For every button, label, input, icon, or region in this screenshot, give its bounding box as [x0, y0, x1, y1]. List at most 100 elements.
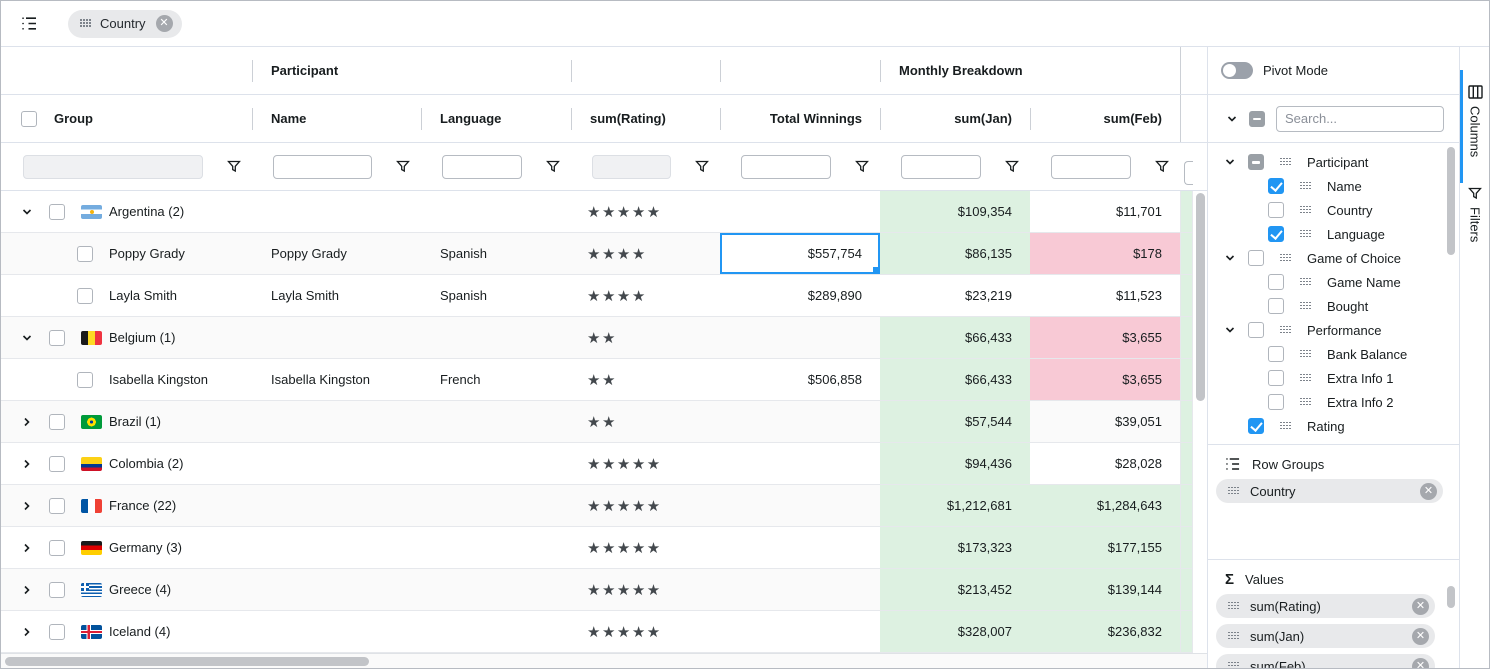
chevron-right-icon[interactable]: [21, 584, 33, 596]
sum-feb-cell[interactable]: $28,028: [1115, 456, 1162, 471]
sum-jan-cell[interactable]: $213,452: [880, 569, 1030, 610]
row-select-checkbox[interactable]: [49, 581, 65, 598]
column-header-group[interactable]: Group: [1, 95, 252, 142]
chevron-down-icon[interactable]: [1224, 252, 1236, 264]
row-select-checkbox[interactable]: [77, 245, 93, 262]
vertical-scrollbar[interactable]: [1192, 191, 1207, 653]
language-cell[interactable]: [421, 401, 571, 442]
row-select-checkbox[interactable]: [49, 203, 65, 220]
filter-funnel-icon[interactable]: [546, 160, 560, 173]
rating-cell[interactable]: ★★★★: [587, 245, 647, 263]
sum-jan-cell[interactable]: $1,212,681: [880, 485, 1030, 526]
horizontal-scrollbar[interactable]: [1, 653, 1207, 668]
chevron-down-icon[interactable]: [21, 206, 33, 218]
row-select-checkbox[interactable]: [49, 455, 65, 472]
header-select-all-checkbox[interactable]: [21, 110, 37, 127]
tree-checkbox-name[interactable]: [1268, 178, 1284, 194]
rating-cell[interactable]: ★★: [587, 371, 617, 389]
row-select-checkbox[interactable]: [49, 497, 65, 514]
tree-item-participant[interactable]: Participant: [1208, 150, 1459, 174]
tree-item-performance[interactable]: Performance: [1208, 318, 1459, 342]
column-group-header-monthly-breakdown[interactable]: Monthly Breakdown: [880, 47, 1180, 94]
value-chip-sum-feb-[interactable]: sum(Feb) ✕: [1216, 654, 1435, 668]
name-cell[interactable]: [252, 485, 421, 526]
tree-scrollbar-thumb[interactable]: [1447, 147, 1455, 255]
tree-checkbox-extra-info-2[interactable]: [1268, 394, 1284, 410]
name-cell[interactable]: [252, 191, 421, 232]
sum-feb-cell[interactable]: $39,051: [1115, 414, 1162, 429]
total-winnings-cell[interactable]: [720, 191, 880, 232]
sum-feb-cell[interactable]: $11,701: [1115, 204, 1162, 219]
tree-checkbox-country[interactable]: [1268, 202, 1284, 218]
row-select-checkbox[interactable]: [49, 539, 65, 556]
column-header-sum-jan-[interactable]: sum(Jan): [880, 95, 1030, 142]
sum-feb-cell[interactable]: $1,284,643: [1030, 485, 1180, 526]
tree-item-bank-balance[interactable]: Bank Balance: [1208, 342, 1459, 366]
tree-item-country[interactable]: Country: [1208, 198, 1459, 222]
total-winnings-cell[interactable]: [720, 401, 880, 442]
row-group-chip-country[interactable]: Country ✕: [1216, 479, 1443, 503]
language-cell[interactable]: Spanish: [440, 288, 487, 303]
group-cell[interactable]: Poppy Grady: [1, 233, 252, 274]
chevron-down-icon[interactable]: [1224, 324, 1236, 336]
rating-cell[interactable]: ★★: [587, 329, 617, 347]
value-chip-sum-rating-[interactable]: sum(Rating) ✕: [1216, 594, 1435, 618]
rating-cell[interactable]: ★★: [587, 413, 617, 431]
tree-checkbox-rating[interactable]: [1248, 418, 1264, 434]
tree-item-extra-info-2[interactable]: Extra Info 2: [1208, 390, 1459, 414]
sum-feb-cell[interactable]: $177,155: [1030, 527, 1180, 568]
filter-funnel-icon[interactable]: [227, 160, 241, 173]
rating-cell[interactable]: ★★★★: [587, 287, 647, 305]
tree-checkbox-language[interactable]: [1268, 226, 1284, 242]
total-winnings-cell[interactable]: [720, 569, 880, 610]
sum-jan-cell[interactable]: $173,323: [880, 527, 1030, 568]
remove-chip-icon[interactable]: ✕: [1412, 627, 1429, 645]
tab-columns[interactable]: Columns: [1460, 85, 1489, 157]
total-winnings-cell[interactable]: [720, 443, 880, 484]
language-cell[interactable]: [421, 611, 571, 652]
horizontal-scrollbar-thumb[interactable]: [5, 657, 369, 666]
rating-cell[interactable]: ★★★★★: [587, 203, 662, 221]
chevron-right-icon[interactable]: [21, 542, 33, 554]
sum-jan-cell[interactable]: $57,544: [880, 401, 1030, 442]
name-cell[interactable]: [252, 401, 421, 442]
rating-cell[interactable]: ★★★★★: [587, 623, 662, 641]
language-cell[interactable]: [421, 569, 571, 610]
group-cell[interactable]: Greece (4): [1, 569, 252, 610]
total-winnings-cell[interactable]: [720, 611, 880, 652]
group-cell[interactable]: Colombia (2): [1, 443, 252, 484]
sum-feb-cell[interactable]: $11,523: [1115, 288, 1162, 303]
group-cell[interactable]: Brazil (1): [1, 401, 252, 442]
tree-item-rating[interactable]: Rating: [1208, 414, 1459, 438]
group-cell[interactable]: France (22): [1, 485, 252, 526]
column-search-input[interactable]: [1276, 105, 1444, 132]
total-winnings-cell[interactable]: [720, 317, 880, 358]
values-scrollbar-thumb[interactable]: [1447, 586, 1455, 608]
sum-feb-cell[interactable]: $236,832: [1030, 611, 1180, 652]
chevron-right-icon[interactable]: [21, 458, 33, 470]
total-winnings-cell[interactable]: [720, 527, 880, 568]
name-cell[interactable]: Layla Smith: [271, 288, 339, 303]
filter-input-language[interactable]: [442, 154, 522, 179]
tab-filters[interactable]: Filters: [1460, 187, 1489, 242]
remove-group-icon[interactable]: ✕: [155, 15, 173, 32]
tree-checkbox-participant[interactable]: [1248, 154, 1264, 170]
row-select-checkbox[interactable]: [49, 329, 65, 346]
name-cell[interactable]: Isabella Kingston: [271, 372, 371, 387]
remove-chip-icon[interactable]: ✕: [1412, 597, 1429, 615]
group-cell[interactable]: Isabella Kingston: [1, 359, 252, 400]
filter-funnel-icon[interactable]: [695, 160, 709, 173]
tree-checkbox-game-of-choice[interactable]: [1248, 250, 1264, 266]
sum-jan-cell[interactable]: $94,436: [880, 443, 1030, 484]
row-select-checkbox[interactable]: [77, 371, 93, 388]
group-cell[interactable]: Germany (3): [1, 527, 252, 568]
rating-cell[interactable]: ★★★★★: [587, 497, 662, 515]
sum-jan-cell[interactable]: $66,433: [880, 359, 1030, 400]
column-header-total-winnings[interactable]: Total Winnings: [720, 95, 880, 142]
filter-input-name[interactable]: [273, 154, 372, 179]
group-chip-country[interactable]: Country ✕: [68, 9, 182, 38]
language-cell[interactable]: [421, 317, 571, 358]
select-all-columns-checkbox[interactable]: [1249, 110, 1265, 127]
tree-checkbox-game-name[interactable]: [1268, 274, 1284, 290]
total-winnings-cell[interactable]: [720, 485, 880, 526]
